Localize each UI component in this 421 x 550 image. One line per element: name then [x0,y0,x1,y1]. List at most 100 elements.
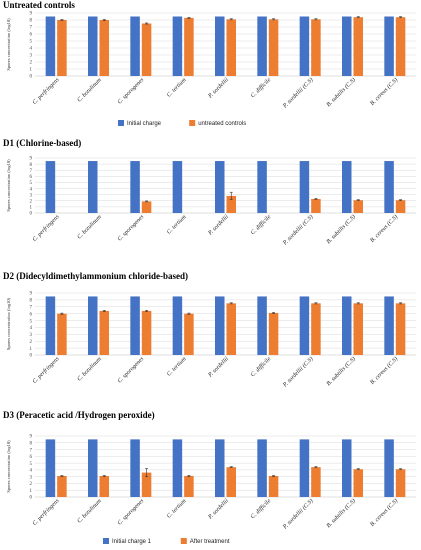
x-tick-label: B. cereus (C.S) [369,497,399,527]
chart-title: D3 (Peracetic acid /Hydrogen peroxide) [3,410,155,420]
y-tick-label: 5 [30,319,33,324]
x-tick-label: P. sordellii [207,214,230,237]
bar-after-treatment [353,17,363,76]
y-tick-label: 3 [30,333,33,338]
legend-label: After treatment [190,539,230,545]
bar-initial-charge [172,296,183,355]
y-axis-label: Spores concentration (log10) [6,18,11,71]
y-tick-label: 6 [30,33,33,38]
legend-swatch-after [189,120,196,126]
bar-after-treatment [184,17,194,76]
chart-panel-4: D3 (Peracetic acid /Hydrogen peroxide) 0 1… [3,410,416,545]
x-tick-label: C. sporogenes [117,77,146,106]
bar-initial-charge [45,439,56,497]
y-tick-label: 9 [30,12,33,17]
bar-after-treatment [268,19,279,76]
legend-label: untreated controls [198,121,246,127]
bar-after-treatment [395,303,406,355]
y-tick-label: 4 [30,326,33,331]
y-tick-label: 6 [30,175,33,180]
chart-panel-3: D2 (Didecyldimethylammonium chloride-bas… [3,271,416,389]
y-tick-label: 6 [30,455,33,460]
x-tick-label: P. sordellii [207,77,230,100]
bar-after-treatment [57,20,67,76]
bar-initial-charge [257,296,267,355]
y-tick-label: 8 [30,19,33,24]
bar-after-treatment [226,467,236,497]
y-tick-label: 9 [30,292,33,297]
y-tick-label: 2 [30,340,33,345]
bar-after-treatment [311,303,321,355]
y-tick-label: 0 [30,212,33,217]
bar-initial-charge [130,296,140,355]
bar-initial-charge [299,161,310,213]
x-tick-label: C. botulinum [77,214,104,241]
x-tick-label: B. cereus (C.S) [369,213,399,243]
bar-initial-charge [299,296,310,355]
y-tick-label: 5 [30,462,33,467]
x-tick-label: P. sordellii (C.S) [281,355,315,389]
bar-after-treatment [353,303,363,355]
chart-title: Untreated controls [3,0,75,10]
x-tick-label: C. sporogenes [117,498,146,527]
y-tick-label: 8 [30,163,33,168]
bar-initial-charge [257,161,267,213]
x-tick-label: B. cereus (C.S) [369,355,399,385]
y-tick-label: 7 [30,26,33,31]
bar-after-treatment [353,469,363,497]
chart-legend: Initial charge untreated controls [118,120,246,127]
bar-initial-charge [130,16,140,76]
x-tick-label: P. sordellii [207,356,230,379]
bar-after-treatment [353,200,363,213]
x-tick-label: P. sordellii (C.S) [281,497,315,531]
chart-panel-1: Untreated controls 0 1 2 3 4 5 6 7 8 9 Spores conce… [3,0,416,127]
bar-initial-charge [88,161,98,213]
bar-after-treatment [141,23,152,76]
y-tick-label: 3 [30,193,33,198]
bar-after-treatment [395,17,406,76]
bar-initial-charge [342,16,352,76]
x-tick-label: C. perfringens [31,213,61,243]
bar-initial-charge [88,439,98,497]
bar-after-treatment [395,469,406,497]
bar-initial-charge [88,16,98,76]
bar-initial-charge [88,296,98,355]
x-tick-label: C. perfringens [31,76,61,106]
y-tick-label: 1 [30,68,33,73]
bar-initial-charge [45,161,56,213]
y-tick-label: 3 [30,475,33,480]
bar-initial-charge [130,439,140,497]
y-tick-label: 0 [30,496,33,501]
bar-initial-charge [257,16,267,76]
bar-after-treatment [311,467,321,497]
bar-initial-charge [299,16,310,76]
y-tick-label: 1 [30,206,33,211]
bar-initial-charge [342,296,352,355]
bar-after-treatment [184,475,194,497]
x-tick-label: B. subtilis (C.S) [325,355,357,387]
y-tick-label: 3 [30,54,33,59]
bar-initial-charge [45,296,56,355]
y-tick-label: 7 [30,305,33,310]
legend-swatch-initial [118,120,124,126]
x-tick-label: C. botulinum [77,77,104,104]
x-tick-label: C. sporogenes [117,356,146,385]
legend-swatch-initial [103,538,109,544]
bar-initial-charge [384,16,394,76]
bar-initial-charge [384,296,394,355]
y-tick-label: 8 [30,441,33,446]
x-tick-label: C. difficile [249,76,272,99]
x-tick-label: C. botulinum [77,498,104,525]
bar-initial-charge [215,161,225,213]
bar-after-treatment [311,198,321,213]
x-tick-label: B. cereus (C.S) [369,76,399,106]
legend-label: Initial charge 1 [112,539,152,545]
y-tick-label: 8 [30,299,33,304]
chart-legend: Initial charge 1 After treatment [103,538,230,545]
y-tick-label: 1 [30,489,33,494]
bar-initial-charge [45,16,56,76]
y-tick-label: 4 [30,187,33,192]
chart-title: D1 (Chlorine-based) [3,138,81,148]
y-tick-label: 2 [30,199,33,204]
